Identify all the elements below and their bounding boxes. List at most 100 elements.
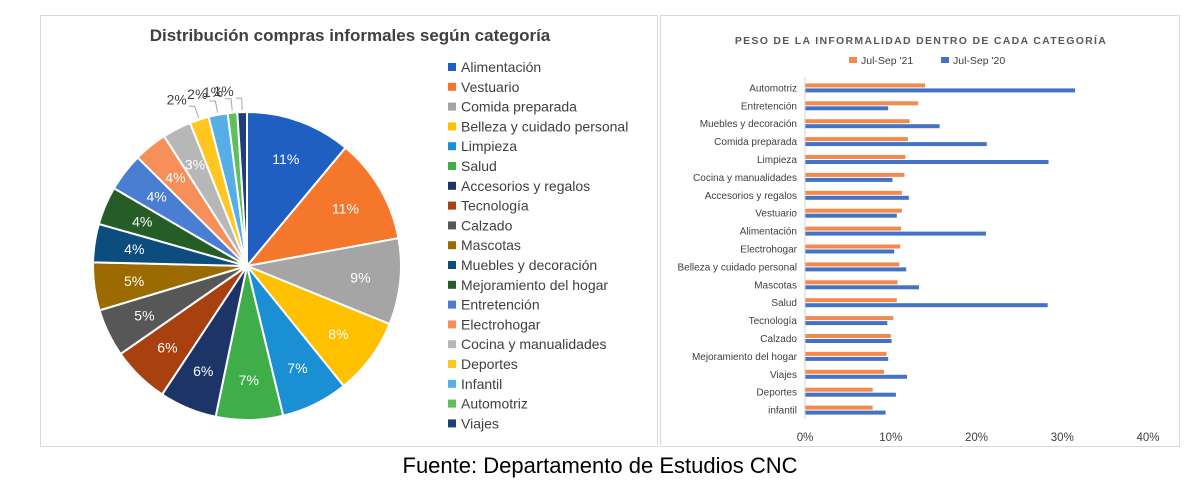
- legend-swatch-mejoramiento-del-hogar: [448, 280, 456, 289]
- bar-jul-sep-21-salud: [805, 298, 897, 303]
- pie-slice-comida-preparada: [243, 237, 402, 326]
- pie-data-label-muebles-y-decoracion: 4%: [124, 241, 144, 257]
- bar-jul-sep-21-belleza-y-cuidado-personal: [805, 262, 900, 267]
- y-tick-label-mejoramiento-del-hogar: Mejoramiento del hogar: [692, 352, 798, 363]
- pie-data-label-mascotas: 5%: [124, 273, 144, 289]
- pie-data-label-accesorios-y-regalos: 6%: [193, 363, 213, 379]
- legend-swatch-infantil: [448, 379, 456, 388]
- bar-jul-sep-20-cocina-y-manualidades: [805, 177, 893, 182]
- y-tick-label-vestuario: Vestuario: [755, 209, 797, 220]
- legend-swatch-limpieza: [448, 142, 456, 151]
- bar-jul-sep-21-electrohogar: [805, 244, 901, 249]
- x-tick-label-0: 0%: [797, 432, 814, 444]
- pie-data-label-limpieza: 7%: [287, 360, 307, 376]
- bar-chart: Jul-Sep '21 Jul-Sep '20 0% 10% 20% 30% 40% Auto…: [677, 55, 1159, 444]
- bar-jul-sep-21-vestuario: [805, 208, 902, 213]
- pie-slice-alimentacion: [246, 110, 347, 269]
- pie-data-label-electrohogar: 4%: [165, 169, 185, 185]
- bar-jul-sep-21-viajes: [805, 369, 884, 374]
- bar-jul-sep-21-tecnologia: [805, 316, 894, 321]
- pie-data-label-mejoramiento-del-hogar: 4%: [132, 213, 152, 229]
- y-tick-label-automotriz: Automotriz: [749, 83, 797, 94]
- legend-label-deportes: Deportes: [461, 356, 518, 372]
- pie-data-label-entretencion: 4%: [146, 189, 166, 205]
- pie-data-label-cocina-y-manualidades: 3%: [185, 157, 205, 173]
- bar-jul-sep-20-accesorios-y-regalos: [805, 195, 909, 200]
- bar-jul-sep-21-cocina-y-manualidades: [805, 172, 905, 177]
- y-tick-label-viajes: Viajes: [770, 370, 797, 381]
- bar-jul-sep-21-infantil: [805, 405, 873, 410]
- bar-jul-sep-20-alimentacion: [805, 231, 986, 236]
- source-caption: Fuente: Departamento de Estudios CNC: [402, 453, 798, 478]
- legend-label-electrohogar: Electrohogar: [461, 316, 541, 332]
- bar-jul-sep-20-comida-preparada: [805, 142, 987, 147]
- legend-swatch-automotriz: [448, 399, 456, 408]
- bar-jul-sep-20-viajes: [805, 374, 907, 379]
- bar-jul-sep-20-salud: [805, 303, 1048, 308]
- y-tick-label-mascotas: Mascotas: [754, 280, 797, 291]
- pie-leader-line-viajes: [235, 97, 243, 111]
- legend-label-muebles-y-decoracion: Muebles y decoración: [461, 257, 597, 273]
- bar-jul-sep-21-muebles-y-decoracion: [805, 119, 910, 124]
- y-tick-label-tecnologia: Tecnología: [749, 316, 798, 327]
- bar-jul-sep-21-entretencion: [805, 101, 919, 106]
- bar-legend-label-jul-sep-21: Jul-Sep '21: [861, 55, 913, 67]
- legend-swatch-deportes: [448, 360, 456, 368]
- legend-swatch-accesorios-y-regalos: [448, 181, 456, 190]
- legend-swatch-tecnologia: [448, 201, 456, 210]
- legend-label-infantil: Infantil: [461, 376, 502, 392]
- pie-leader-line-automotriz: [225, 98, 233, 111]
- legend-label-viajes: Viajes: [461, 415, 499, 431]
- legend-swatch-electrohogar: [448, 320, 456, 329]
- x-tick-label-4: 40%: [1136, 432, 1159, 444]
- pie-chart-panel: Distribución compras informales según ca…: [40, 15, 658, 447]
- pie-data-label-tecnologia: 6%: [157, 340, 177, 356]
- y-tick-label-electrohogar: Electrohogar: [740, 245, 797, 256]
- pie-data-label-vestuario: 11%: [332, 201, 359, 217]
- legend-swatch-viajes: [448, 419, 456, 428]
- pie-data-label-infantil: 2%: [187, 86, 207, 102]
- bar-legend-label-jul-sep-20: Jul-Sep '20: [953, 55, 1005, 67]
- legend-swatch-calzado: [448, 221, 456, 230]
- bar-chart-panel: PESO DE LA INFORMALIDAD DENTRO DE CADA C…: [660, 15, 1180, 447]
- bar-jul-sep-21-accesorios-y-regalos: [805, 190, 902, 195]
- legend-swatch-muebles-y-decoracion: [448, 261, 456, 269]
- bar-jul-sep-20-infantil: [805, 410, 886, 415]
- bar-jul-sep-20-tecnologia: [805, 321, 888, 326]
- bar-jul-sep-20-deportes: [805, 392, 896, 397]
- bar-jul-sep-20-entretencion: [805, 106, 889, 111]
- legend-label-mejoramiento-del-hogar: Mejoramiento del hogar: [461, 277, 608, 293]
- legend-swatch-vestuario: [448, 82, 456, 91]
- y-tick-label-alimentacion: Alimentación: [740, 227, 797, 238]
- bar-jul-sep-21-deportes: [805, 387, 873, 392]
- bar-jul-sep-20-calzado: [805, 339, 892, 343]
- legend-label-belleza-y-cuidado-personal: Belleza y cuidado personal: [461, 118, 628, 134]
- bar-jul-sep-20-electrohogar: [805, 249, 895, 254]
- pie-data-label-alimentacion: 11%: [272, 151, 299, 167]
- y-tick-label-deportes: Deportes: [756, 388, 797, 399]
- legend-swatch-entretencion: [448, 300, 456, 309]
- x-tick-label-3: 30%: [1051, 432, 1074, 444]
- y-tick-label-entretencion: Entretención: [741, 101, 797, 112]
- y-tick-label-infantil: infantil: [768, 406, 797, 417]
- legend-label-salud: Salud: [461, 158, 497, 174]
- legend-label-calzado: Calzado: [461, 217, 513, 233]
- legend-label-cocina-y-manualidades: Cocina y manualidades: [461, 336, 607, 352]
- pie-data-label-salud: 7%: [239, 372, 259, 388]
- y-tick-label-muebles-y-decoracion: Muebles y decoración: [700, 119, 797, 130]
- bar-jul-sep-20-mejoramiento-del-hogar: [805, 356, 889, 361]
- pie-slice-vestuario: [244, 146, 400, 268]
- x-tick-label-2: 20%: [965, 432, 988, 444]
- bar-legend-swatch-jul-sep-20: [941, 57, 949, 63]
- pie-data-label-deportes: 2%: [167, 91, 187, 107]
- bar-jul-sep-21-comida-preparada: [805, 137, 908, 142]
- legend-label-comida-preparada: Comida preparada: [461, 99, 577, 115]
- y-tick-label-cocina-y-manualidades: Cocina y manualidades: [693, 173, 797, 184]
- y-tick-label-calzado: Calzado: [760, 334, 797, 345]
- y-tick-label-comida-preparada: Comida preparada: [714, 137, 797, 148]
- legend-swatch-salud: [448, 162, 456, 170]
- legend-label-alimentacion: Alimentación: [461, 59, 541, 75]
- x-tick-label-1: 10%: [879, 432, 902, 444]
- bar-jul-sep-20-belleza-y-cuidado-personal: [805, 267, 907, 272]
- y-tick-label-salud: Salud: [771, 298, 797, 309]
